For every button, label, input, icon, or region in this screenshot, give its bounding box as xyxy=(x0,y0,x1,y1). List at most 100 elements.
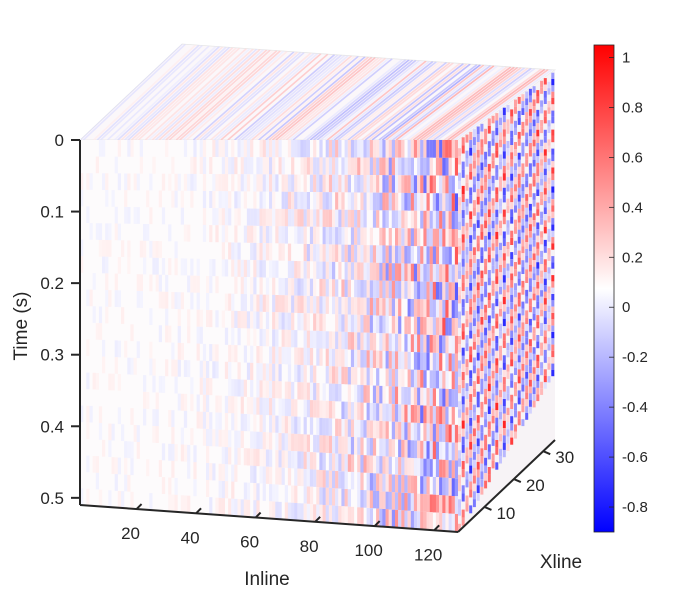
front-trace-cell xyxy=(322,400,326,419)
side-trace-cell xyxy=(484,320,488,328)
front-trace-cell xyxy=(376,175,380,193)
side-trace-cell xyxy=(465,367,469,376)
front-trace-cell xyxy=(451,264,455,283)
front-trace-cell xyxy=(372,333,377,351)
side-trace-cell xyxy=(499,448,502,457)
top-trace-line xyxy=(316,59,417,140)
front-trace-cell xyxy=(262,432,266,450)
front-trace-cell xyxy=(448,300,452,318)
side-trace-cell xyxy=(484,312,488,321)
front-trace-cell xyxy=(316,209,320,227)
side-trace-cell xyxy=(528,122,532,130)
top-trace-line xyxy=(96,44,200,140)
front-trace-cell xyxy=(108,240,112,257)
side-trace-cell xyxy=(510,337,514,345)
front-trace-cell xyxy=(448,335,452,354)
front-trace-cell xyxy=(382,245,386,263)
side-trace-cell xyxy=(480,131,484,140)
side-trace-cell xyxy=(491,288,495,296)
front-trace-cell xyxy=(372,438,377,456)
side-trace-cell xyxy=(461,331,465,340)
front-trace-cell xyxy=(420,317,424,335)
front-trace-cell xyxy=(439,175,443,194)
x-axis-label: Inline xyxy=(244,569,289,590)
side-trace-cell xyxy=(510,423,514,431)
front-trace-cell xyxy=(372,297,377,316)
side-trace-cell xyxy=(502,413,506,421)
side-trace-cell xyxy=(458,385,461,394)
front-trace-cell xyxy=(322,418,326,436)
front-trace-cell xyxy=(391,492,395,510)
front-trace-cell xyxy=(432,459,436,477)
top-trace-line xyxy=(271,56,373,140)
front-trace-cell xyxy=(420,458,424,477)
colorbar-tick-label: -0.4 xyxy=(622,399,648,416)
front-trace-cell xyxy=(265,157,270,175)
front-trace-cell xyxy=(281,415,285,434)
side-trace-cell xyxy=(525,221,529,229)
front-trace-cell xyxy=(108,440,112,457)
front-trace-cell xyxy=(196,326,200,344)
front-trace-cell xyxy=(130,140,134,157)
side-trace-cell xyxy=(525,132,529,140)
front-trace-cell xyxy=(344,174,348,193)
front-trace-cell xyxy=(429,264,433,282)
side-trace-cell xyxy=(514,177,517,185)
side-trace-cell xyxy=(547,363,551,370)
side-trace-cell xyxy=(469,298,473,307)
z-axis-label: Time (s) xyxy=(11,292,32,361)
front-trace-cell xyxy=(158,190,162,208)
front-trace-cell xyxy=(281,243,285,261)
side-trace-cell xyxy=(458,523,461,532)
front-trace-cell xyxy=(294,278,298,296)
front-trace-cell xyxy=(127,474,131,492)
side-trace-cell xyxy=(543,343,547,350)
side-trace-cell xyxy=(532,327,536,334)
front-trace-cell xyxy=(426,423,430,442)
front-trace-cell xyxy=(190,275,194,293)
front-trace-cell xyxy=(439,495,443,513)
front-trace-cell xyxy=(413,140,418,158)
xline-axis-tick xyxy=(513,478,522,483)
side-trace-cell xyxy=(472,357,476,366)
top-trace-line xyxy=(275,56,376,140)
side-trace-cell xyxy=(458,213,461,222)
top-trace-line xyxy=(199,51,302,140)
front-trace-cell xyxy=(221,446,225,464)
side-trace-cell xyxy=(461,388,465,397)
side-trace-cell xyxy=(480,463,484,472)
front-trace-cell xyxy=(417,405,421,423)
side-trace-cell xyxy=(495,150,499,158)
side-trace-cell xyxy=(517,257,521,265)
front-trace-cell xyxy=(322,244,326,262)
front-trace-cell xyxy=(319,400,323,418)
side-trace-cell xyxy=(495,135,499,143)
front-trace-cell xyxy=(89,289,93,307)
front-trace-cell xyxy=(275,174,279,192)
front-trace-cell xyxy=(341,401,345,419)
front-trace-cell xyxy=(410,140,414,158)
front-trace-cell xyxy=(382,157,386,176)
side-trace-cell xyxy=(484,388,488,397)
front-trace-cell xyxy=(212,429,216,447)
front-trace-cell xyxy=(291,485,295,503)
front-trace-cell xyxy=(253,208,257,226)
front-trace-cell xyxy=(379,456,383,474)
front-trace-cell xyxy=(105,190,109,207)
side-trace-cell xyxy=(547,337,551,345)
front-trace-cell xyxy=(272,312,276,330)
side-trace-cell xyxy=(543,175,547,182)
front-trace-cell xyxy=(372,280,377,298)
side-trace-cell xyxy=(547,318,551,325)
front-trace-cell xyxy=(379,491,383,509)
side-trace-cell xyxy=(540,218,544,225)
front-trace-cell xyxy=(369,175,373,193)
side-trace-cell xyxy=(506,263,510,271)
front-trace-cell xyxy=(372,420,377,439)
side-trace-cell xyxy=(458,507,461,516)
side-trace-cell xyxy=(495,142,499,151)
front-trace-cell xyxy=(275,415,279,433)
side-trace-cell xyxy=(458,262,461,271)
side-trace-cell xyxy=(502,246,506,254)
front-trace-cell xyxy=(278,501,282,520)
